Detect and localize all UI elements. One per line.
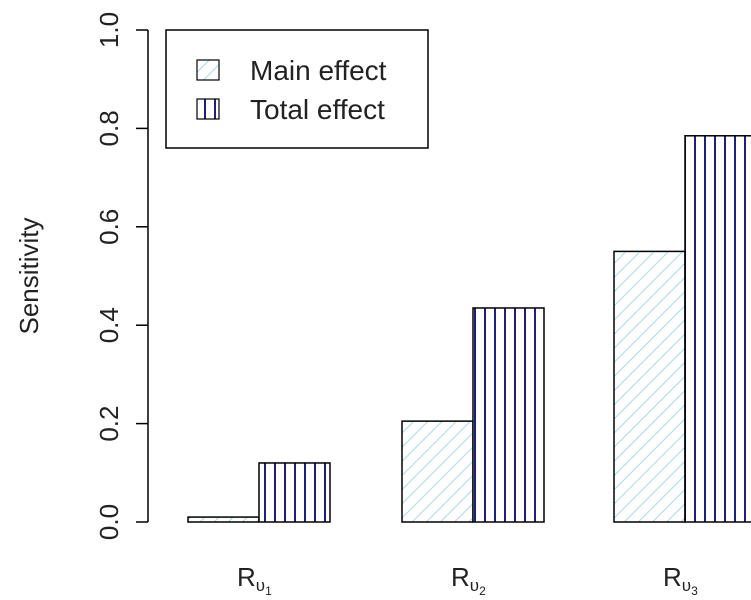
legend-swatch-total-effect <box>196 98 220 120</box>
legend: Main effect Total effect <box>165 29 429 149</box>
legend-swatch-main-effect <box>196 59 220 81</box>
x-tick-label: Rυ3 <box>663 562 698 598</box>
bars <box>187 135 751 523</box>
x-axis-labels: Rυ1 Rυ2 Rυ3 <box>237 562 698 598</box>
x-tick-label: Rυ1 <box>237 562 272 598</box>
bar-total-effect-3 <box>684 135 751 523</box>
bar-main-effect-3 <box>613 250 686 523</box>
y-tick-label: 1.0 <box>94 12 124 48</box>
y-tick-label: 0.6 <box>94 209 124 245</box>
bar-total-effect-2 <box>472 307 545 523</box>
bar-main-effect-2 <box>401 420 474 523</box>
legend-label-main-effect: Main effect <box>250 55 387 86</box>
y-axis-title: Sensitivity <box>14 217 44 334</box>
y-tick-label: 0.2 <box>94 406 124 442</box>
y-tick-label: 0.0 <box>94 504 124 540</box>
y-axis: 0.0 0.2 0.4 0.6 0.8 1.0 Sensitivity <box>14 12 149 540</box>
y-tick-label: 0.8 <box>94 110 124 146</box>
x-tick-label: Rυ2 <box>451 562 486 598</box>
bar-total-effect-1 <box>258 462 331 523</box>
y-tick-label: 0.4 <box>94 307 124 343</box>
legend-label-total-effect: Total effect <box>250 94 385 125</box>
bar-main-effect-1 <box>187 516 260 523</box>
legend-box <box>165 29 429 149</box>
